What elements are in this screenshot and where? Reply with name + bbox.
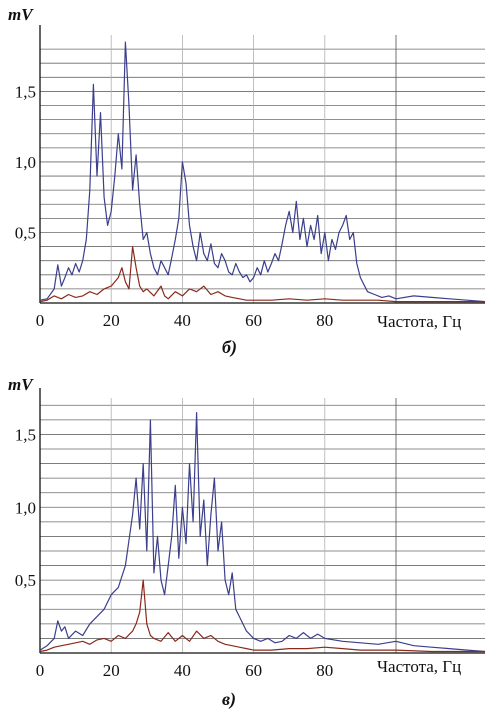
x-tick-label: 40 bbox=[174, 311, 191, 330]
y-tick-label: 1,5 bbox=[15, 82, 36, 101]
y-tick-label: 1,5 bbox=[15, 425, 36, 444]
y-axis-unit-label: mV bbox=[8, 375, 34, 394]
x-tick-label: 0 bbox=[36, 311, 45, 330]
chart-panel-1: 0,5 1,0 1,5 0 20 40 60 80 mV Частота, Гц в) bbox=[8, 375, 486, 710]
series-line-1 bbox=[39, 246, 485, 303]
series-line-0 bbox=[39, 41, 486, 303]
y-tick-label: 1,0 bbox=[15, 153, 36, 172]
y-tick-label: 0,5 bbox=[15, 223, 36, 242]
y-tick-label: 1,0 bbox=[15, 498, 36, 517]
chart-panel-0: 0,5 1,0 1,5 0 20 40 60 80 mV Частота, Гц б) bbox=[8, 5, 486, 358]
x-axis-label: Частота, Гц bbox=[377, 657, 461, 676]
x-tick-label: 20 bbox=[103, 661, 120, 680]
x-tick-label: 80 bbox=[316, 311, 333, 330]
x-tick-label: 60 bbox=[245, 311, 262, 330]
x-tick-label: 80 bbox=[316, 661, 333, 680]
series-line-0 bbox=[39, 412, 486, 653]
y-tick-label: 0,5 bbox=[15, 571, 36, 590]
series-line-1 bbox=[39, 579, 485, 653]
x-tick-label: 20 bbox=[103, 311, 120, 330]
panel-caption: б) bbox=[222, 337, 237, 358]
x-tick-label: 0 bbox=[36, 661, 45, 680]
x-tick-label: 40 bbox=[174, 661, 191, 680]
y-axis-unit-label: mV bbox=[8, 5, 34, 24]
panel-caption: в) bbox=[222, 689, 236, 710]
x-axis-label: Частота, Гц bbox=[377, 312, 461, 331]
x-tick-label: 60 bbox=[245, 661, 262, 680]
